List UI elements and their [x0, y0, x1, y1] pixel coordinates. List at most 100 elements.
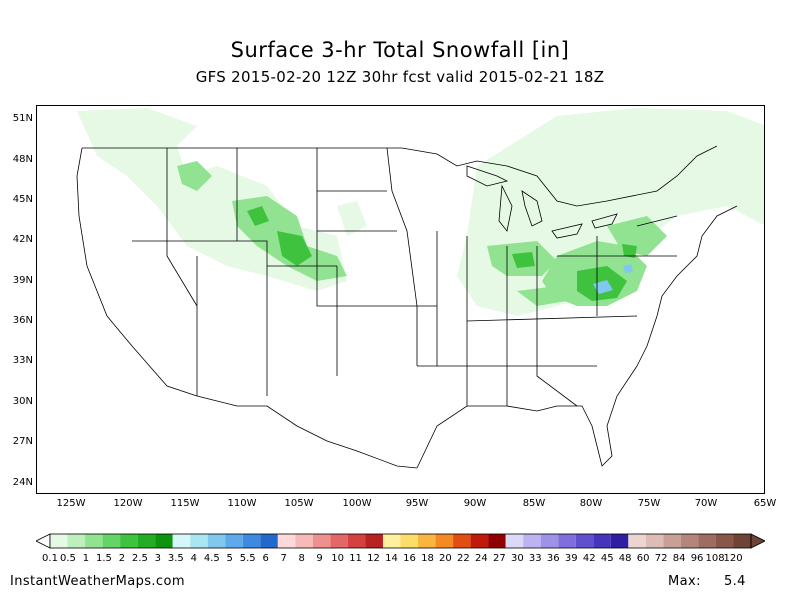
colorbar-swatch [190, 534, 208, 548]
colorbar-tick-label: 33 [528, 553, 542, 564]
colorbar-tick-label: 7 [280, 553, 287, 564]
colorbar-swatch [523, 534, 541, 548]
colorbar-tick-label: 24 [475, 553, 488, 564]
colorbar-tick-label: 30 [510, 553, 524, 564]
colorbar-tick-label: 10 [331, 553, 344, 564]
colorbar-tick-label: 2.5 [131, 553, 148, 564]
lat-label: 48N [12, 154, 33, 165]
triangle-left-icon [36, 533, 51, 549]
colorbar-tick-label: 72 [654, 553, 668, 564]
colorbar-tick-label: 3.5 [167, 553, 184, 564]
colorbar-tick-label: 120 [723, 553, 743, 564]
snowfall-map [36, 105, 765, 494]
colorbar-tick-label: 9 [316, 553, 323, 564]
colorbar-tick-label: 48 [618, 553, 632, 564]
colorbar-tick-label: 39 [564, 553, 578, 564]
colorbar-swatch [137, 534, 156, 548]
colorbar-swatch [680, 534, 699, 548]
lat-label: 36N [12, 315, 33, 326]
lon-label: 75W [637, 498, 661, 509]
colorbar-swatch [172, 534, 191, 548]
colorbar-swatch [347, 534, 366, 548]
colorbar-tick-label: 6 [262, 553, 269, 564]
colorbar-tick-label: 8 [298, 553, 305, 564]
colorbar-swatch [382, 534, 401, 548]
colorbar-swatch [628, 534, 646, 548]
lat-label: 45N [12, 194, 33, 205]
colorbar-swatch [312, 534, 331, 548]
colorbar-tick-label: 1.5 [95, 553, 112, 564]
colorbar-tick-label: 14 [385, 553, 398, 564]
colorbar-tick-label: 0.5 [60, 553, 76, 564]
lon-label: 100W [342, 498, 372, 509]
colorbar-outline [49, 533, 752, 549]
colorbar-tick-label: 11 [349, 553, 362, 564]
lat-label: 27N [12, 436, 33, 447]
lat-label: 39N [12, 275, 33, 286]
colorbar-swatch [505, 534, 524, 548]
colorbar-swatch [733, 534, 751, 548]
colorbar-swatch [277, 534, 296, 548]
colorbar-tick-label: 27 [492, 553, 506, 564]
lon-label: 65W [753, 498, 777, 509]
colorbar-tick-label: 3 [154, 553, 162, 564]
colorbar-swatch [242, 534, 261, 548]
colorbar-swatch [207, 534, 226, 548]
colorbar-tick-label: 1 [82, 553, 90, 564]
lat-label: 51N [12, 113, 33, 124]
max-label: Max: [668, 574, 701, 589]
colorbar-swatch [488, 534, 506, 548]
snow-shading-peak [593, 264, 633, 294]
lon-label: 85W [522, 498, 546, 509]
map-canvas [76, 108, 764, 469]
colorbar-tick-label: 4.5 [203, 553, 220, 564]
colorbar-swatch [155, 534, 173, 548]
colorbar-swatch [698, 534, 716, 548]
colorbar-tick-label: 36 [546, 553, 560, 564]
lat-label: 33N [12, 355, 33, 366]
colorbar-swatch [540, 534, 559, 548]
colorbar-swatch [102, 534, 121, 548]
colorbar-tick-label: 18 [421, 553, 434, 564]
map-subtitle: GFS 2015-02-20 12Z 30hr fcst valid 2015-… [195, 68, 605, 86]
lon-label: 80W [579, 498, 603, 509]
lon-label: 95W [405, 498, 429, 509]
colorbar-swatch [225, 534, 243, 548]
colorbar-tick-label: 12 [367, 553, 380, 564]
lon-label: 125W [56, 498, 86, 509]
lon-label: 105W [284, 498, 314, 509]
colorbar-tick-label: 16 [403, 553, 416, 564]
lon-label: 115W [170, 498, 200, 509]
colorbar [36, 533, 765, 549]
lon-label: 120W [113, 498, 143, 509]
colorbar-swatch [715, 534, 734, 548]
lat-label: 42N [12, 234, 33, 245]
colorbar-tick-label: 4 [190, 553, 197, 564]
colorbar-tick-label: 20 [439, 553, 452, 564]
colorbar-swatch [330, 534, 348, 548]
colorbar-swatch [418, 534, 436, 548]
colorbar-tick-label: 60 [636, 553, 650, 564]
colorbar-swatch [85, 534, 103, 548]
lat-label: 30N [12, 396, 33, 407]
lat-label: 24N [12, 477, 33, 488]
colorbar-swatch [470, 534, 489, 548]
colorbar-swatch [435, 534, 454, 548]
state-boundaries [76, 145, 738, 469]
site-credit: InstantWeatherMaps.com [10, 574, 185, 589]
colorbar-tick-label: 2 [118, 553, 126, 564]
colorbar-swatch [593, 534, 611, 548]
lon-label: 90W [463, 498, 487, 509]
snow-shading-light [77, 108, 764, 316]
snow-shading-heavy [247, 206, 637, 301]
colorbar-swatch [67, 534, 86, 548]
colorbar-tick-label: 42 [582, 553, 596, 564]
colorbar-swatch [558, 534, 576, 548]
colorbar-swatch [120, 534, 138, 548]
map-title: Surface 3-hr Total Snowfall [in] [230, 38, 570, 62]
colorbar-tick-label: 108 [705, 553, 725, 564]
colorbar-swatch [453, 534, 471, 548]
colorbar-tick-label: 96 [690, 553, 704, 564]
max-value-readout: Max: 5.4 [668, 574, 746, 589]
colorbar-swatch [365, 534, 383, 548]
